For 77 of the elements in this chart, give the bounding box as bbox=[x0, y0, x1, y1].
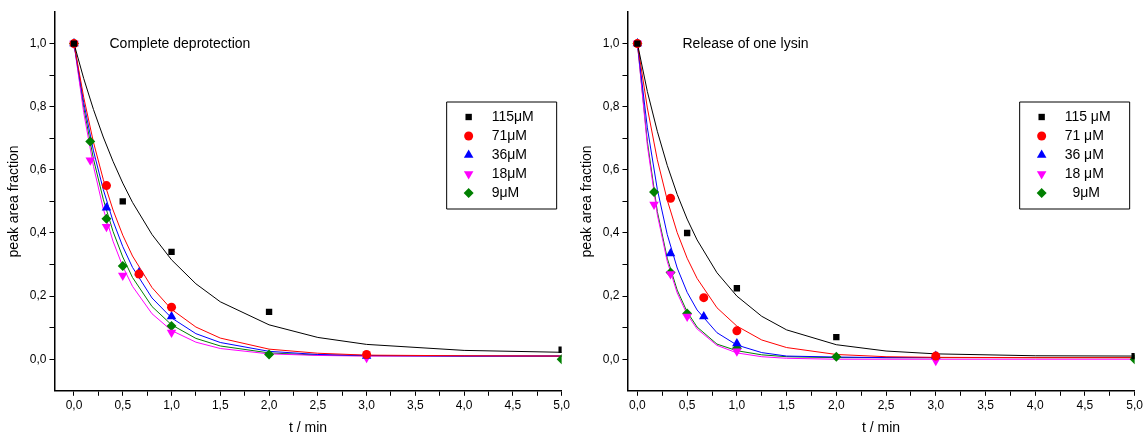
point bbox=[831, 351, 842, 362]
y-tick-label: 0,4 bbox=[29, 225, 47, 240]
x-tick-label: 1,0 bbox=[163, 398, 181, 413]
point bbox=[649, 201, 659, 211]
legend-label: 115 μM bbox=[1064, 107, 1111, 124]
y-tick-label: 0,6 bbox=[602, 162, 620, 177]
point bbox=[649, 186, 660, 197]
point bbox=[666, 193, 676, 203]
legend-label: 18μM bbox=[491, 164, 527, 181]
legend-label: 9μM bbox=[1064, 183, 1100, 200]
point bbox=[117, 261, 128, 272]
x-tick-label: 5,0 bbox=[1126, 398, 1144, 413]
point bbox=[168, 248, 175, 256]
x-tick-label: 1,5 bbox=[778, 398, 796, 413]
point bbox=[682, 313, 692, 323]
x-tick-label: 2,5 bbox=[309, 398, 327, 413]
annotation: Complete deprotection bbox=[109, 34, 251, 51]
point bbox=[699, 293, 709, 303]
x-tick-label: 2,0 bbox=[260, 398, 278, 413]
point bbox=[264, 349, 275, 360]
legend-label: 18 μM bbox=[1064, 164, 1104, 181]
x-axis-title: t / min bbox=[289, 419, 328, 436]
x-tick-label: 5,0 bbox=[553, 398, 571, 413]
x-tick-label: 3,0 bbox=[358, 398, 376, 413]
x-tick-label: 3,5 bbox=[407, 398, 425, 413]
point bbox=[665, 271, 676, 280]
y-axis-title: peak area fraction bbox=[578, 145, 595, 258]
x-tick-label: 4,5 bbox=[1076, 398, 1094, 413]
x-tick-label: 2,5 bbox=[877, 398, 895, 413]
point bbox=[732, 337, 742, 347]
point bbox=[85, 157, 96, 166]
point bbox=[167, 302, 177, 312]
x-axis-title: t / min bbox=[862, 419, 901, 436]
legend-label: 36μM bbox=[491, 145, 527, 162]
y-tick-label: 0,8 bbox=[602, 99, 620, 114]
x-tick-label: 3,0 bbox=[927, 398, 945, 413]
legend-label: 9μM bbox=[491, 183, 520, 200]
legend-label: 115μM bbox=[491, 107, 534, 124]
x-tick-label: 0,0 bbox=[629, 398, 647, 413]
y-tick-label: 0,0 bbox=[602, 351, 620, 366]
y-tick-label: 1,0 bbox=[602, 35, 620, 50]
x-tick-label: 1,0 bbox=[728, 398, 746, 413]
point bbox=[166, 311, 177, 320]
y-tick-label: 0,8 bbox=[29, 99, 47, 114]
y-tick-label: 0,0 bbox=[29, 351, 47, 366]
y-tick-label: 0,2 bbox=[29, 288, 47, 303]
point bbox=[117, 272, 128, 282]
point bbox=[166, 329, 177, 338]
y-tick-label: 1,0 bbox=[29, 35, 47, 50]
point bbox=[119, 198, 126, 205]
x-tick-label: 0,5 bbox=[114, 398, 132, 413]
point bbox=[698, 311, 709, 320]
x-tick-label: 4,5 bbox=[504, 398, 522, 413]
point bbox=[833, 333, 840, 341]
x-tick-label: 3,5 bbox=[977, 398, 995, 413]
x-tick-label: 4,0 bbox=[455, 398, 473, 413]
annotation: Release of one lysin bbox=[682, 34, 809, 51]
x-tick-label: 4,0 bbox=[1026, 398, 1044, 413]
x-tick-label: 1,5 bbox=[211, 398, 229, 413]
y-axis-title: peak area fraction bbox=[5, 145, 22, 258]
y-tick-label: 0,2 bbox=[602, 288, 620, 303]
legend-label: 71 μM bbox=[1064, 126, 1104, 143]
x-tick-label: 0,0 bbox=[65, 398, 83, 413]
point bbox=[101, 202, 112, 211]
point bbox=[101, 223, 112, 233]
y-tick-label: 0,6 bbox=[29, 162, 47, 177]
legend-label: 36 μM bbox=[1064, 145, 1104, 162]
x-tick-label: 0,5 bbox=[678, 398, 696, 413]
x-tick-label: 2,0 bbox=[827, 398, 845, 413]
point bbox=[665, 247, 676, 257]
point bbox=[732, 348, 742, 357]
point bbox=[101, 213, 112, 224]
legend-label: 71μM bbox=[491, 126, 527, 143]
point bbox=[101, 181, 111, 191]
y-tick-label: 0,4 bbox=[602, 225, 620, 240]
point bbox=[85, 136, 96, 147]
point bbox=[732, 326, 742, 336]
